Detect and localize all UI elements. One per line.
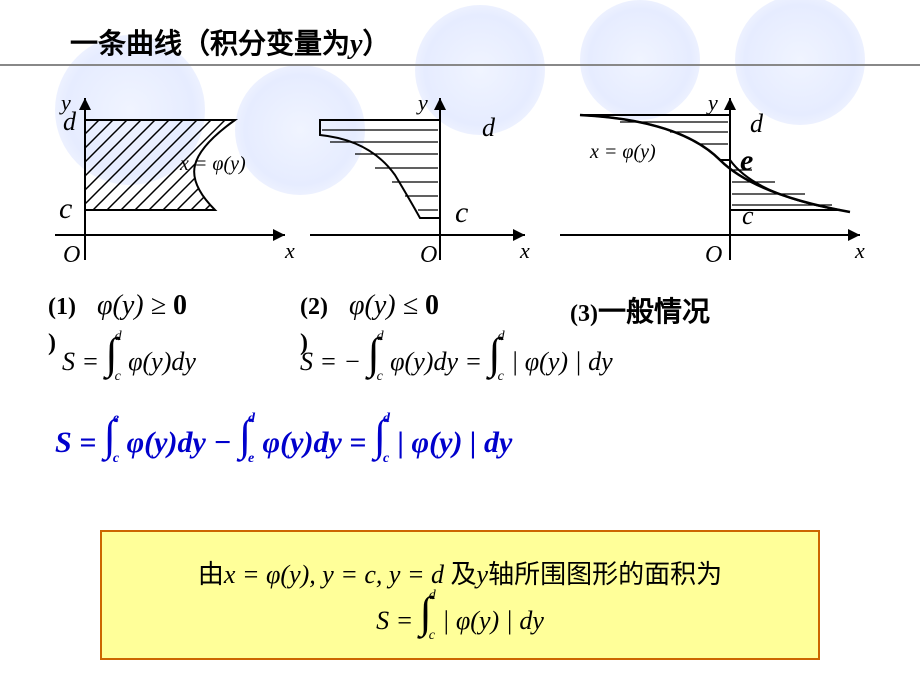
svg-text:x: x [284,238,295,263]
svg-text:x: x [854,238,865,263]
svg-text:c: c [742,201,754,230]
boxed-result: 由x = φ(y), y = c, y = d 及y轴所围图形的面积为 S = … [100,530,820,660]
svg-text:y: y [59,90,71,115]
condition-1: (1) φ(y) ≥ 0 [48,290,187,322]
svg-text:x: x [519,238,530,263]
svg-text:O: O [63,242,80,268]
boxed-line-2: S = ∫dc | φ(y) | dy [376,597,544,636]
svg-text:c: c [455,196,468,229]
label-1-cont: ) [48,330,56,357]
title-underline [0,64,920,66]
condition-2: (2) φ(y) ≤ 0 [300,290,439,322]
svg-text:d: d [482,113,496,142]
diagram-1-svg: d c y x O x = φ(y) [45,90,305,270]
label-2: (2) [300,294,328,320]
svg-text:y: y [416,90,428,115]
boxed-mid: 及 [444,560,477,589]
condition-3: (3)一般情况 [570,290,710,330]
svg-text:x = φ(y): x = φ(y) [589,141,656,163]
svg-text:O: O [420,242,437,268]
title-variable: y [350,29,362,60]
diagram-3-svg: y d e c x O x = φ(y) [560,90,880,270]
diagram-2-svg: y d c x O [310,90,550,270]
formula-1: S = ∫dc φ(y)dy [62,338,196,377]
title-prefix: 一条曲线（积分变量为 [70,29,350,60]
title-suffix: ） [362,29,390,60]
formula-2: S = − ∫dc φ(y)dy = ∫dc | φ(y) | dy [300,338,613,377]
diagram-3: y d e c x O x = φ(y) [560,90,880,270]
svg-text:x = φ(y): x = φ(y) [179,153,246,175]
label-3: (3) [570,301,598,327]
boxed-suffix: 轴所围图形的面积为 [488,560,722,589]
diagram-2: y d c x O [310,90,550,270]
svg-text:O: O [705,242,722,268]
svg-text:d: d [750,109,764,138]
page-title: 一条曲线（积分变量为y） [0,22,920,62]
boxed-prefix: 由 [198,560,224,589]
boxed-line-1: 由x = φ(y), y = c, y = d 及y轴所围图形的面积为 [198,554,722,591]
diagram-1: d c y x O x = φ(y) [45,90,305,270]
general-case-label: 一般情况 [598,297,710,328]
svg-text:y: y [706,90,718,115]
svg-text:c: c [59,192,72,225]
svg-text:e: e [740,144,753,177]
boxed-var: y [477,560,489,589]
label-1: (1) [48,294,76,320]
general-formula: S = ∫ec φ(y)dy − ∫de φ(y)dy = ∫dc | φ(y)… [55,420,512,460]
